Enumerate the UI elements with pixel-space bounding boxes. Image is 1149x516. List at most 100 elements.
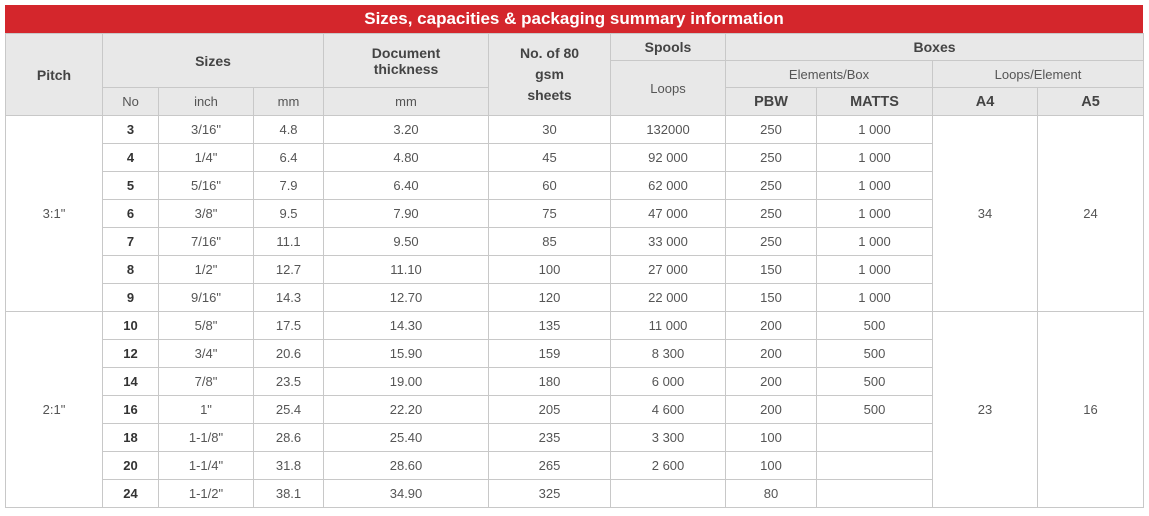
pbw-cell: 150: [725, 283, 818, 312]
a4-loops-per-element-cell: 23: [932, 311, 1039, 508]
matts-cell: [816, 451, 934, 480]
pitch-cell: 2:1": [5, 311, 103, 508]
pbw-cell: 250: [725, 115, 818, 144]
pbw-cell: 100: [725, 451, 818, 480]
header-document-thickness: Document thickness: [323, 33, 490, 88]
size-mm-cell: 17.5: [252, 311, 325, 340]
spool-loops-cell: 62 000: [610, 171, 727, 200]
size-inch-cell: 3/4": [158, 339, 254, 368]
header-a5: A5: [1037, 87, 1145, 116]
size-number-cell: 6: [102, 199, 159, 228]
sheets-cell: 135: [488, 311, 612, 340]
pbw-cell: 250: [725, 171, 818, 200]
size-number-cell: 4: [102, 143, 159, 172]
sheets-cell: 325: [488, 479, 612, 508]
table-row: 4 1/4" 6.4 4.80 45 92 000 250 1 000: [6, 143, 1144, 172]
spool-loops-cell: 11 000: [610, 311, 727, 340]
matts-cell: [816, 423, 934, 452]
size-number-cell: 24: [102, 479, 159, 508]
header-loops-per-element: Loops/Element: [932, 60, 1145, 88]
pbw-cell: 100: [725, 423, 818, 452]
a5-loops-per-element-cell: 16: [1037, 311, 1145, 508]
a5-loops-per-element-cell: 24: [1037, 115, 1145, 312]
sheets-cell: 100: [488, 255, 612, 284]
size-mm-cell: 14.3: [252, 283, 325, 312]
document-thickness-cell: 9.50: [323, 227, 490, 256]
pbw-cell: 200: [725, 339, 818, 368]
matts-cell: 1 000: [816, 199, 934, 228]
header-boxes: Boxes: [725, 33, 1145, 61]
size-mm-cell: 12.7: [252, 255, 325, 284]
table-row: 12 3/4" 20.6 15.90 159 8 300 200 500: [6, 339, 1144, 368]
sheets-cell: 75: [488, 199, 612, 228]
pbw-cell: 80: [725, 479, 818, 508]
header-matts: MATTS: [816, 87, 934, 116]
table-row: 18 1-1/8" 28.6 25.40 235 3 300 100: [6, 423, 1144, 452]
table-header: Pitch Sizes Document thickness No. of 80…: [5, 33, 1145, 116]
table-row: 8 1/2" 12.7 11.10 100 27 000 150 1 000: [6, 255, 1144, 284]
sheets-cell: 235: [488, 423, 612, 452]
sheets-cell: 30: [488, 115, 612, 144]
spool-loops-cell: 3 300: [610, 423, 727, 452]
spool-loops-cell: 22 000: [610, 283, 727, 312]
document-thickness-cell: 15.90: [323, 339, 490, 368]
header-no: No: [102, 87, 159, 116]
table-row: 20 1-1/4" 31.8 28.60 265 2 600 100: [6, 451, 1144, 480]
size-mm-cell: 6.4: [252, 143, 325, 172]
table-row: 7 7/16" 11.1 9.50 85 33 000 250 1 000: [6, 227, 1144, 256]
matts-cell: 1 000: [816, 283, 934, 312]
size-mm-cell: 9.5: [252, 199, 325, 228]
spool-loops-cell: 33 000: [610, 227, 727, 256]
table-title: Sizes, capacities & packaging summary in…: [5, 5, 1143, 33]
size-mm-cell: 20.6: [252, 339, 325, 368]
spool-loops-cell: 92 000: [610, 143, 727, 172]
table-row: 24 1-1/2" 38.1 34.90 325 80: [6, 479, 1144, 508]
header-pitch: Pitch: [5, 33, 103, 116]
size-mm-cell: 7.9: [252, 171, 325, 200]
summary-table-container: Sizes, capacities & packaging summary in…: [5, 5, 1145, 508]
header-sheets: No. of 80 gsm sheets: [488, 33, 612, 116]
matts-cell: 500: [816, 367, 934, 396]
size-inch-cell: 7/8": [158, 367, 254, 396]
spool-loops-cell: 4 600: [610, 395, 727, 424]
table-row: 9 9/16" 14.3 12.70 120 22 000 150 1 000: [6, 283, 1144, 312]
document-thickness-cell: 28.60: [323, 451, 490, 480]
document-thickness-cell: 14.30: [323, 311, 490, 340]
matts-cell: [816, 479, 934, 508]
pbw-cell: 250: [725, 199, 818, 228]
table-body: 3:1" 3 3/16" 4.8 3.20 30 132000 250 1 000 34 24 4 1/…: [5, 115, 1145, 508]
sheets-cell: 45: [488, 143, 612, 172]
header-sizes: Sizes: [101, 33, 325, 88]
document-thickness-cell: 7.90: [323, 199, 490, 228]
pbw-cell: 200: [725, 311, 818, 340]
sheets-cell: 85: [488, 227, 612, 256]
size-inch-cell: 3/8": [158, 199, 254, 228]
pbw-cell: 150: [725, 255, 818, 284]
header-elements-per-box: Elements/Box: [725, 60, 934, 88]
spool-loops-cell: [610, 479, 727, 508]
header-doc-mm: mm: [323, 87, 490, 116]
matts-cell: 500: [816, 395, 934, 424]
size-number-cell: 16: [102, 395, 159, 424]
size-number-cell: 8: [102, 255, 159, 284]
table-row: 6 3/8" 9.5 7.90 75 47 000 250 1 000: [6, 199, 1144, 228]
size-number-cell: 3: [102, 115, 159, 144]
sheets-cell: 205: [488, 395, 612, 424]
size-inch-cell: 1": [158, 395, 254, 424]
size-number-cell: 18: [102, 423, 159, 452]
size-inch-cell: 5/16": [158, 171, 254, 200]
spool-loops-cell: 2 600: [610, 451, 727, 480]
size-number-cell: 5: [102, 171, 159, 200]
header-loops: Loops: [610, 60, 727, 116]
matts-cell: 500: [816, 311, 934, 340]
table-row: 2:1" 10 5/8" 17.5 14.30 135 11 000 200 500 23 16: [5, 311, 1145, 508]
matts-cell: 1 000: [816, 143, 934, 172]
document-thickness-cell: 19.00: [323, 367, 490, 396]
header-a4: A4: [932, 87, 1039, 116]
spool-loops-cell: 132000: [610, 115, 727, 144]
spool-loops-cell: 27 000: [610, 255, 727, 284]
sheets-cell: 159: [488, 339, 612, 368]
size-mm-cell: 31.8: [252, 451, 325, 480]
size-number-cell: 14: [102, 367, 159, 396]
sheets-cell: 60: [488, 171, 612, 200]
